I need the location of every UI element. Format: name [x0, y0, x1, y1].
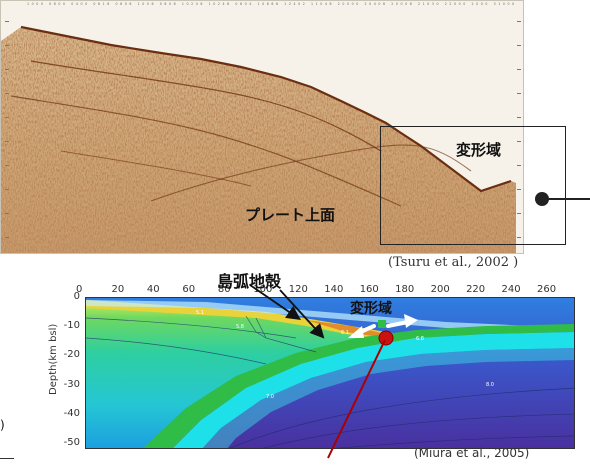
svg-text:5.8: 5.8	[236, 324, 244, 330]
svg-text:6.8: 6.8	[416, 336, 424, 342]
y-tick-label: -40	[63, 407, 80, 419]
x-tick-label: 180	[395, 284, 415, 295]
x-tick-label: 260	[537, 284, 557, 295]
citation-miura: (Miura et al., 2005)	[414, 446, 530, 460]
left-edge-dash	[0, 458, 14, 459]
x-tick-label: 160	[359, 284, 379, 295]
svg-text:8.0: 8.0	[486, 382, 494, 388]
svg-text:7.0: 7.0	[266, 394, 274, 400]
y-tick-label: -20	[63, 349, 80, 361]
callout-dot	[535, 192, 549, 206]
x-tick-label: 80	[217, 284, 231, 295]
deformation-zone-box	[380, 126, 566, 245]
velocity-model-graphic: 5.1 5.8 6.1 6.8 8.0 7.0	[86, 298, 574, 448]
label-plate-top: プレート上面	[245, 206, 336, 224]
seismic-section-image: 1000 0600 0400 0616 0606 1006 0606 10246…	[0, 0, 524, 254]
label-deformation-zone: 変形域	[456, 141, 502, 159]
svg-text:5.1: 5.1	[196, 310, 204, 316]
citation-tsuru: (Tsuru et al., 2002 )	[388, 255, 519, 270]
x-tick-label: 220	[466, 284, 486, 295]
left-edge-fragment: )	[0, 418, 5, 432]
seismic-top-tick-labels: 1000 0600 0400 0616 0606 1006 0606 10246…	[27, 2, 517, 6]
seismic-reflection-graphic	[1, 1, 523, 253]
velocity-model-image: 5.1 5.8 6.1 6.8 8.0 7.0	[85, 297, 575, 449]
x-tick-label: 20	[111, 284, 125, 295]
x-tick-label: 120	[288, 284, 308, 295]
label-model-deformation-zone: 変形域	[350, 301, 392, 317]
label-arc-crust: 島弧地殻	[217, 272, 282, 291]
svg-text:6.1: 6.1	[341, 330, 349, 336]
y-tick-label: -30	[63, 378, 80, 390]
y-tick-label: -50	[63, 437, 80, 448]
x-tick-label: 200	[430, 284, 450, 295]
y-tick-label: -10	[63, 320, 80, 332]
x-tick-label: 60	[182, 284, 196, 295]
x-tick-label: 140	[324, 284, 344, 295]
y-tick-label: 0	[73, 291, 80, 302]
model-y-axis-label: Depth(km bsl)	[48, 323, 59, 395]
callout-line	[548, 198, 590, 200]
x-tick-label: 40	[146, 284, 160, 295]
x-tick-label: 240	[501, 284, 521, 295]
x-tick-label: 0	[76, 284, 83, 295]
